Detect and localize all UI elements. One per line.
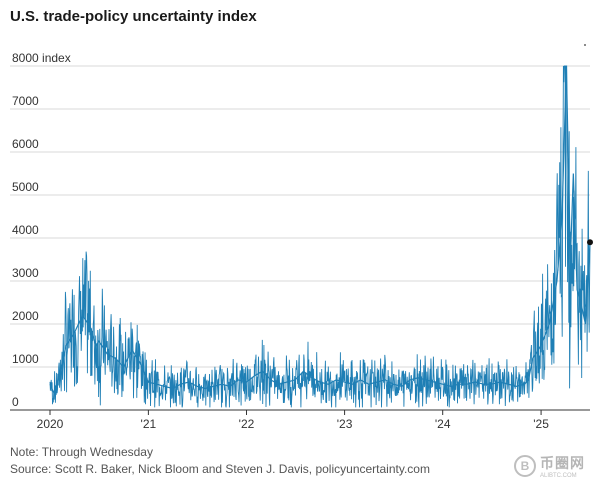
- chart-title: U.S. trade-policy uncertainty index: [10, 8, 257, 25]
- x-axis-ticks: 2020 '21 '22 '23 '24 '25: [37, 410, 549, 431]
- site-watermark: B 币圈网 ALIBTC.COM: [514, 452, 598, 480]
- x-tick-label-2: '22: [239, 417, 255, 431]
- index-series-detail: [49, 65, 591, 408]
- watermark-logo-icon: B: [514, 455, 536, 477]
- y-tick-label-5000: 5000: [12, 180, 39, 194]
- x-tick-label-1: '21: [141, 417, 157, 431]
- y-tick-label-8000: 8000 index: [12, 51, 71, 65]
- x-tick-label-0: 2020: [37, 417, 64, 431]
- x-tick-label-5: '25: [533, 417, 549, 431]
- chart-notes: Note: Through Wednesday Source: Scott R.…: [10, 444, 430, 478]
- watermark-main-text: 币圈网: [540, 455, 585, 471]
- corner-dot: [584, 44, 586, 46]
- index-series-line: [49, 65, 591, 395]
- y-tick-label-6000: 6000: [12, 137, 39, 151]
- y-tick-label-3000: 3000: [12, 266, 39, 280]
- y-tick-label-1000: 1000: [12, 352, 39, 366]
- y-tick-label-2000: 2000: [12, 309, 39, 323]
- source-text: Source: Scott R. Baker, Nick Bloom and S…: [10, 462, 430, 476]
- watermark-sub-text: ALIBTC.COM: [540, 473, 577, 479]
- note-text: Note: Through Wednesday: [10, 445, 153, 459]
- watermark-text: 币圈网 ALIBTC.COM: [540, 453, 585, 479]
- y-tick-label-0: 0: [12, 395, 19, 409]
- grid-lines: [10, 65, 590, 411]
- y-tick-label-7000: 7000: [12, 94, 39, 108]
- latest-value-marker: [587, 239, 593, 246]
- y-axis-ticks: 0 1000 2000 3000 4000 5000 6000 7000 8000 index: [12, 51, 71, 409]
- y-tick-label-4000: 4000: [12, 223, 39, 237]
- index-series-daily-path: [49, 65, 591, 408]
- x-tick-label-4: '24: [435, 417, 451, 431]
- x-tick-label-3: '23: [337, 417, 353, 431]
